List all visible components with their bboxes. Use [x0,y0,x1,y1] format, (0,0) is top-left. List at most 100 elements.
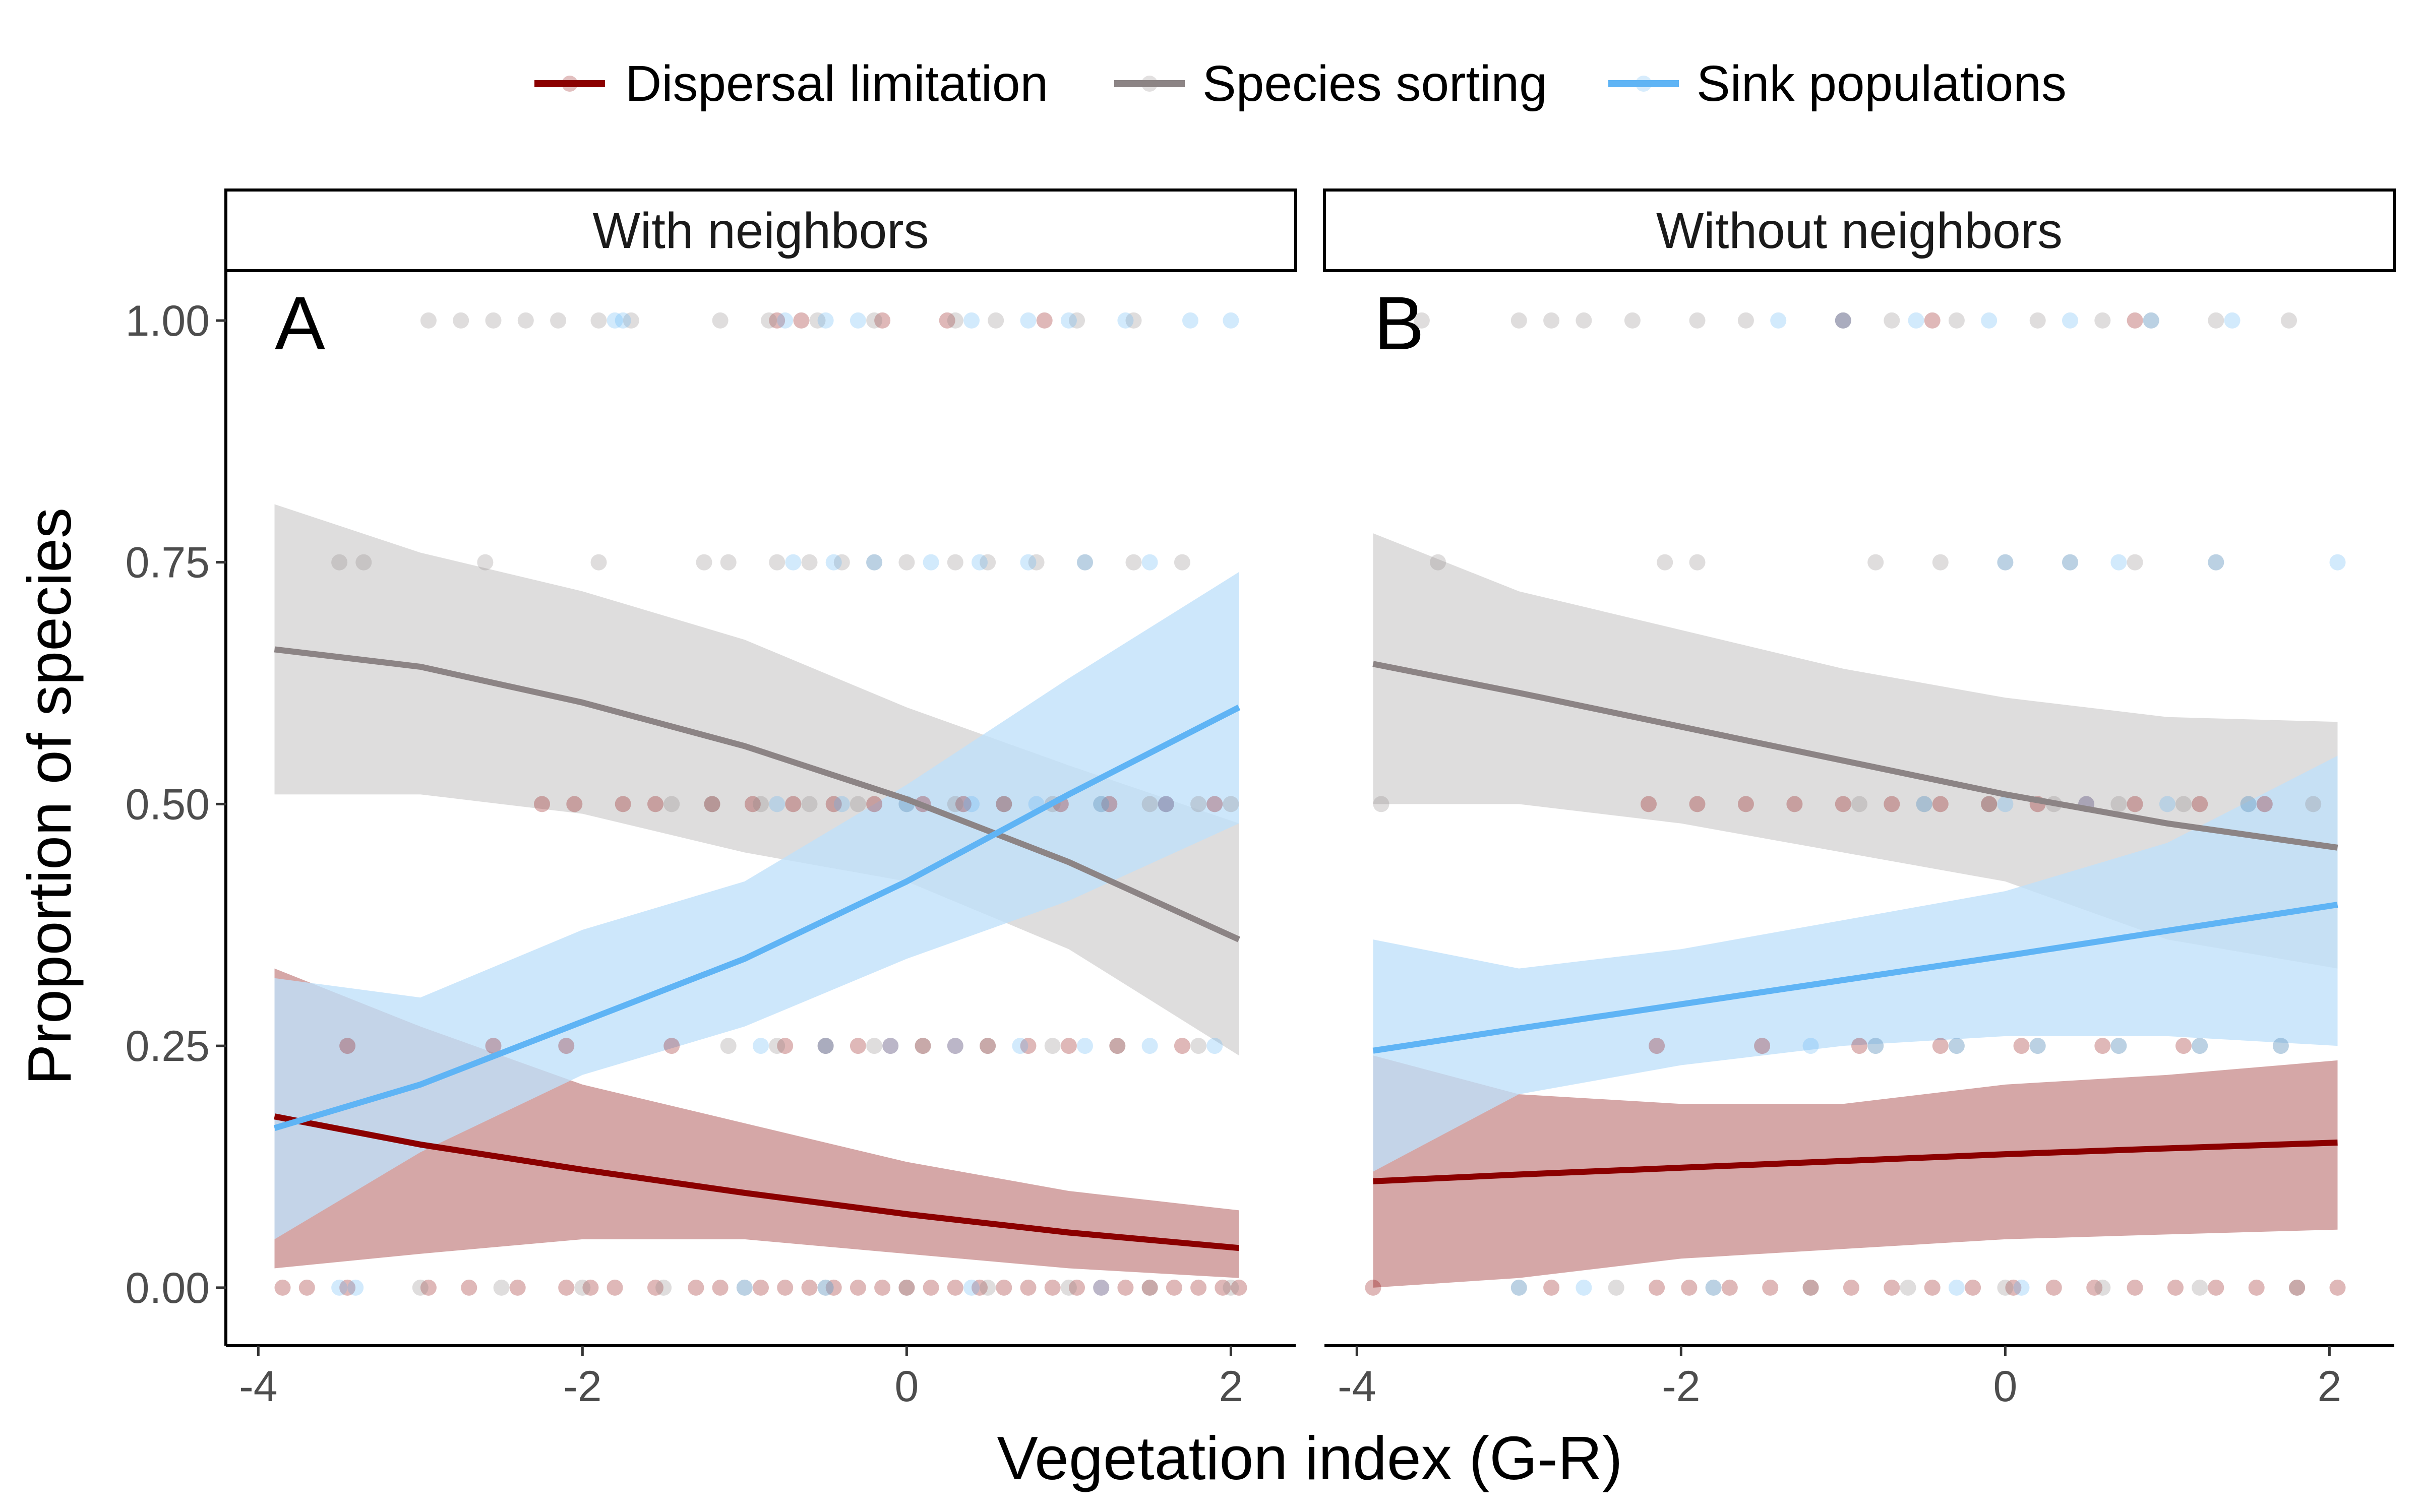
data-point-sink-populations-a [1117,312,1134,329]
data-point-species-sorting-b [1948,312,1965,329]
fit-line-species-sorting-b [1372,661,2338,851]
data-point-species-sorting-b [2143,312,2159,329]
data-point-dispersal-limitation-a [1093,1279,1110,1296]
fit-line-sink-populations-b [1372,902,2338,1054]
data-point-sink-populations-b [2240,796,2257,812]
data-point-sink-populations-a [1012,1038,1028,1054]
legend-key-dot-dispersal-limitation [562,76,578,92]
data-point-species-sorting-a [1141,796,1158,812]
data-point-species-sorting-b [1737,312,1754,329]
x-tick-label: -2 [1662,1362,1700,1411]
data-point-species-sorting-b [1373,796,1389,812]
data-point-species-sorting-b [1689,554,1706,571]
legend-key-dot-species-sorting [1141,76,1158,92]
data-point-dispersal-limitation-a [1166,1279,1182,1296]
confidence-band-dispersal-limitation-b [1373,1055,2338,1288]
data-point-species-sorting-a [850,796,866,812]
data-point-sink-populations-b [2143,312,2159,329]
data-point-dispersal-limitation-b [1981,796,1998,812]
data-point-dispersal-limitation-b [2005,1279,2022,1296]
data-point-species-sorting-a [753,796,769,812]
data-point-dispersal-limitation-a [1174,1038,1190,1054]
y-tick-label: 0.25 [126,1022,210,1070]
x-tick-label: -4 [1338,1362,1376,1411]
data-point-dispersal-limitation-a [582,1279,599,1296]
data-point-species-sorting-b [2029,1038,2046,1054]
data-point-species-sorting-a [736,1279,753,1296]
data-point-dispersal-limitation-a [1060,1038,1077,1054]
data-point-species-sorting-a [623,312,639,329]
data-point-species-sorting-b [1689,312,1706,329]
data-point-dispersal-limitation-a [1141,1279,1158,1296]
data-point-dispersal-limitation-b [1884,1279,1900,1296]
data-point-species-sorting-a [1093,796,1110,812]
data-point-species-sorting-b [2305,796,2322,812]
panel-b: B [1365,281,2346,1296]
data-point-sink-populations-b [2013,1279,2030,1296]
data-point-species-sorting-a [996,796,1012,812]
data-point-dispersal-limitation-a [1215,1279,1231,1296]
data-point-species-sorting-a [420,312,437,329]
data-point-species-sorting-a [331,554,348,571]
data-point-sink-populations-a [1141,554,1158,571]
data-point-species-sorting-b [2175,796,2192,812]
data-point-dispersal-limitation-b [2127,796,2143,812]
data-point-species-sorting-b [1851,796,1867,812]
x-tick-label: 2 [2317,1362,2341,1411]
data-point-species-sorting-b [1981,796,1998,812]
data-point-dispersal-limitation-a [607,1279,623,1296]
data-point-dispersal-limitation-a [663,1038,680,1054]
data-point-sink-populations-a [1020,312,1037,329]
data-point-dispersal-limitation-b [1689,796,1706,812]
data-point-dispersal-limitation-a [1117,1279,1134,1296]
data-point-species-sorting-a [988,312,1004,329]
data-point-species-sorting-b [1867,554,1884,571]
data-point-dispersal-limitation-b [1843,1279,1859,1296]
data-point-dispersal-limitation-a [485,1038,502,1054]
data-point-species-sorting-a [574,1279,591,1296]
data-point-dispersal-limitation-b [1681,1279,1698,1296]
strip-label-a: With neighbors [593,203,929,259]
data-point-species-sorting-a [1077,554,1093,571]
data-point-dispersal-limitation-b [1965,1279,1981,1296]
data-point-species-sorting-b [2127,554,2143,571]
data-point-species-sorting-b [2208,312,2224,329]
panel-b-fit-lines [1372,661,2338,1184]
data-point-species-sorting-a [801,796,818,812]
data-point-dispersal-limitation-a [704,796,720,812]
strip-a: With neighbors [224,188,1297,272]
data-point-species-sorting-a [980,1279,996,1296]
data-point-sink-populations-b [1802,1038,1819,1054]
data-point-dispersal-limitation-b [1641,796,1657,812]
data-point-species-sorting-a [866,1038,883,1054]
data-point-dispersal-limitation-a [339,1038,356,1054]
data-point-species-sorting-b [1430,554,1446,571]
legend-key-dot-sink-populations [1636,76,1652,92]
data-point-species-sorting-a [817,1038,834,1054]
legend: Dispersal limitation Species sorting Sin… [534,55,2067,112]
data-point-species-sorting-b [2289,1279,2306,1296]
data-point-dispersal-limitation-a [769,312,785,329]
data-point-dispersal-limitation-a [1158,796,1174,812]
data-point-sink-populations-a [972,554,988,571]
data-point-species-sorting-a [550,312,567,329]
data-point-dispersal-limitation-a [939,312,955,329]
data-point-species-sorting-b [1510,312,1527,329]
data-point-dispersal-limitation-b [1802,1279,1819,1296]
panel-a-bands [274,504,1239,1278]
data-point-dispersal-limitation-a [1020,1038,1037,1054]
data-point-species-sorting-b [1900,1279,1916,1296]
data-point-sink-populations-a [817,1279,834,1296]
data-point-dispersal-limitation-a [777,1038,794,1054]
data-point-dispersal-limitation-a [298,1279,315,1296]
data-point-species-sorting-b [1884,312,1900,329]
data-point-sink-populations-a [347,1279,364,1296]
data-point-species-sorting-a [453,312,469,329]
x-tick-label: -4 [239,1362,277,1411]
data-point-dispersal-limitation-b [1737,796,1754,812]
data-point-sink-populations-b [2208,554,2224,571]
data-point-sink-populations-b [2272,1038,2289,1054]
data-point-dispersal-limitation-a [509,1279,526,1296]
data-point-dispersal-limitation-b [2094,1038,2111,1054]
fit-line-dispersal-limitation-a [274,1113,1240,1251]
